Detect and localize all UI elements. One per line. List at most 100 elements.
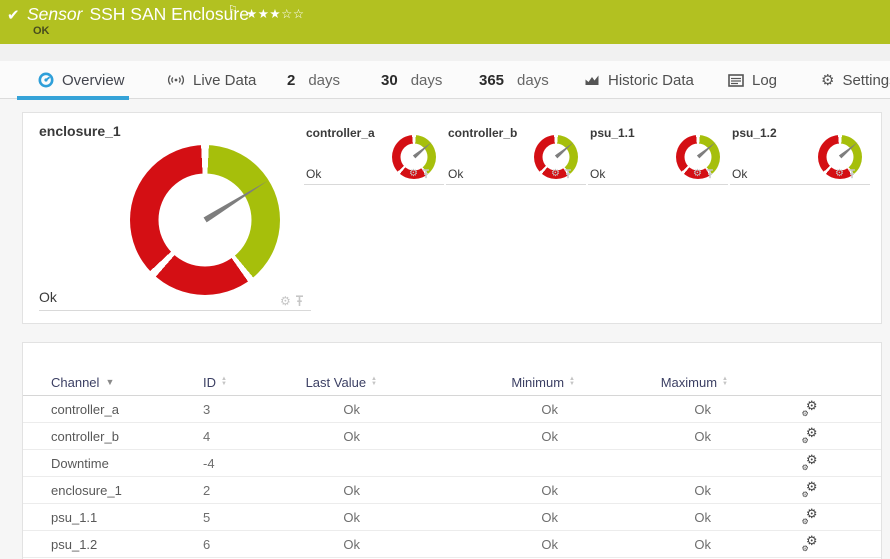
cell-id: -4 bbox=[203, 455, 215, 471]
channel-settings-icon[interactable]: ⚙ ⚙ bbox=[801, 479, 818, 499]
tab-label: Live Data bbox=[193, 71, 257, 89]
table-row: controller_a 3 Ok Ok Ok ⚙ ⚙ bbox=[23, 396, 881, 423]
cell-maximum: Ok bbox=[694, 482, 711, 498]
column-header-channel[interactable]: Channel ▼ bbox=[51, 374, 115, 390]
gauge-title: psu_1.1 bbox=[590, 126, 635, 140]
gauge-status: Ok bbox=[448, 167, 464, 181]
tab-bar: Overview Live Data 2 days 30 days 365 days … bbox=[0, 61, 890, 100]
channel-settings-icon[interactable]: ⚙ ⚙ bbox=[801, 425, 818, 445]
tile-divider bbox=[446, 184, 586, 185]
table-header-row: Channel ▼ ID ▲ ▼ Last Value ▲ ▼ Minimum ▲ ▼ … bbox=[23, 369, 881, 396]
sort-desc-icon: ▼ bbox=[105, 377, 115, 387]
gauge-title: controller_a bbox=[306, 126, 375, 140]
gauge-tile-psu-1-2[interactable]: psu_1.2 Ok ⚙ bbox=[730, 121, 870, 185]
channel-table: Channel ▼ ID ▲ ▼ Last Value ▲ ▼ Minimum ▲ ▼ … bbox=[23, 369, 881, 558]
tile-pin-icon[interactable] bbox=[848, 169, 856, 179]
gauge-tile-controller-a[interactable]: controller_a Ok ⚙ bbox=[304, 121, 444, 185]
status-check-icon: ✔ bbox=[7, 7, 20, 24]
tile-pin-icon[interactable] bbox=[422, 169, 430, 179]
column-header-id[interactable]: ID ▲ ▼ bbox=[203, 374, 227, 390]
tab-label: Log bbox=[752, 71, 778, 89]
column-header-maximum[interactable]: Maximum ▲ ▼ bbox=[660, 374, 728, 390]
cell-channel: controller_a bbox=[51, 401, 119, 417]
tile-pin-icon[interactable] bbox=[295, 295, 304, 307]
table-row: psu_1.1 5 Ok Ok Ok ⚙ ⚙ bbox=[23, 504, 881, 531]
cell-last-value: Ok bbox=[343, 536, 360, 552]
tab-live-data[interactable]: Live Data bbox=[167, 61, 256, 99]
gauge-status: Ok bbox=[39, 289, 57, 305]
sort-icon: ▲ ▼ bbox=[371, 376, 377, 387]
gauge-tile-psu-1-1[interactable]: psu_1.1 Ok ⚙ bbox=[588, 121, 728, 185]
gauge-status: Ok bbox=[590, 167, 606, 181]
cell-minimum: Ok bbox=[541, 482, 558, 498]
sort-icon: ▲ ▼ bbox=[221, 376, 227, 387]
header-substrip bbox=[0, 44, 890, 61]
priority-stars[interactable]: ★★★☆☆ bbox=[246, 7, 305, 21]
cell-minimum: Ok bbox=[541, 536, 558, 552]
cell-channel: Downtime bbox=[51, 455, 109, 471]
tile-gear-icon[interactable]: ⚙ bbox=[693, 168, 702, 179]
gauge-donut bbox=[534, 135, 578, 179]
sensor-name: SSH SAN Enclosure bbox=[89, 4, 249, 24]
table-row: psu_1.2 6 Ok Ok Ok ⚙ ⚙ bbox=[23, 531, 881, 558]
tab-2-days[interactable]: 2 days bbox=[287, 71, 341, 89]
cell-channel: psu_1.1 bbox=[51, 509, 98, 525]
tile-gear-icon[interactable]: ⚙ bbox=[409, 168, 418, 179]
tile-pin-icon[interactable] bbox=[706, 169, 714, 179]
channel-settings-icon[interactable]: ⚙ ⚙ bbox=[801, 506, 818, 526]
gauge-tile-controller-b[interactable]: controller_b Ok ⚙ bbox=[446, 121, 586, 185]
tile-gear-icon[interactable]: ⚙ bbox=[551, 168, 560, 179]
cell-last-value: Ok bbox=[343, 401, 360, 417]
channel-settings-icon[interactable]: ⚙ ⚙ bbox=[801, 452, 818, 472]
tab-label: Overview bbox=[62, 71, 125, 89]
cell-channel: enclosure_1 bbox=[51, 482, 122, 498]
cell-channel: psu_1.2 bbox=[51, 536, 98, 552]
tile-gear-icon[interactable]: ⚙ bbox=[280, 294, 291, 308]
sort-icon: ▲ ▼ bbox=[722, 376, 728, 387]
gauge-tile-enclosure-1[interactable]: enclosure_1 Ok ⚙ bbox=[23, 113, 323, 323]
tab-overview[interactable]: Overview bbox=[17, 61, 129, 100]
channel-settings-icon[interactable]: ⚙ ⚙ bbox=[801, 398, 818, 418]
table-row: Downtime -4 ⚙ ⚙ bbox=[23, 450, 881, 477]
cell-minimum: Ok bbox=[541, 509, 558, 525]
tab-historic-data[interactable]: Historic Data bbox=[584, 61, 694, 99]
gauge-donut bbox=[392, 135, 436, 179]
tab-365-days[interactable]: 365 days bbox=[479, 71, 549, 89]
gauge-icon bbox=[38, 72, 54, 88]
cell-maximum: Ok bbox=[694, 428, 711, 444]
tab-log[interactable]: Log bbox=[728, 61, 777, 99]
tab-label: Settings bbox=[842, 71, 890, 89]
chart-icon bbox=[584, 73, 600, 87]
sort-icon: ▲ ▼ bbox=[569, 376, 575, 387]
cell-id: 6 bbox=[203, 536, 211, 552]
gauges-panel: enclosure_1 Ok ⚙ controller_a Ok ⚙ contr… bbox=[22, 112, 882, 324]
gauge-donut bbox=[130, 145, 280, 295]
broadcast-icon bbox=[167, 73, 185, 87]
cell-minimum: Ok bbox=[541, 401, 558, 417]
cell-maximum: Ok bbox=[694, 509, 711, 525]
cell-id: 5 bbox=[203, 509, 211, 525]
gauge-needle bbox=[555, 141, 575, 159]
column-header-minimum[interactable]: Minimum ▲ ▼ bbox=[511, 374, 575, 390]
cell-id: 4 bbox=[203, 428, 211, 444]
gauge-title: psu_1.2 bbox=[732, 126, 777, 140]
tab-30-days[interactable]: 30 days bbox=[381, 71, 443, 89]
log-list-icon bbox=[728, 73, 744, 87]
tile-gear-icon[interactable]: ⚙ bbox=[835, 168, 844, 179]
channel-settings-icon[interactable]: ⚙ ⚙ bbox=[801, 533, 818, 553]
gear-icon: ⚙ bbox=[821, 71, 835, 89]
column-header-last-value[interactable]: Last Value ▲ ▼ bbox=[305, 374, 377, 390]
cell-maximum: Ok bbox=[694, 401, 711, 417]
cell-id: 2 bbox=[203, 482, 211, 498]
gauge-needle bbox=[697, 141, 717, 159]
channels-panel: Channel ▼ ID ▲ ▼ Last Value ▲ ▼ Minimum ▲ ▼ … bbox=[22, 342, 882, 559]
tile-divider bbox=[39, 310, 311, 311]
priority-flag-icon[interactable]: ⚐ bbox=[228, 4, 238, 16]
cell-id: 3 bbox=[203, 401, 211, 417]
sensor-status-badge: OK bbox=[33, 25, 50, 37]
cell-last-value: Ok bbox=[343, 482, 360, 498]
tile-divider bbox=[304, 184, 444, 185]
tile-pin-icon[interactable] bbox=[564, 169, 572, 179]
gauge-title: controller_b bbox=[448, 126, 518, 140]
tab-settings[interactable]: ⚙ Settings bbox=[821, 61, 890, 99]
